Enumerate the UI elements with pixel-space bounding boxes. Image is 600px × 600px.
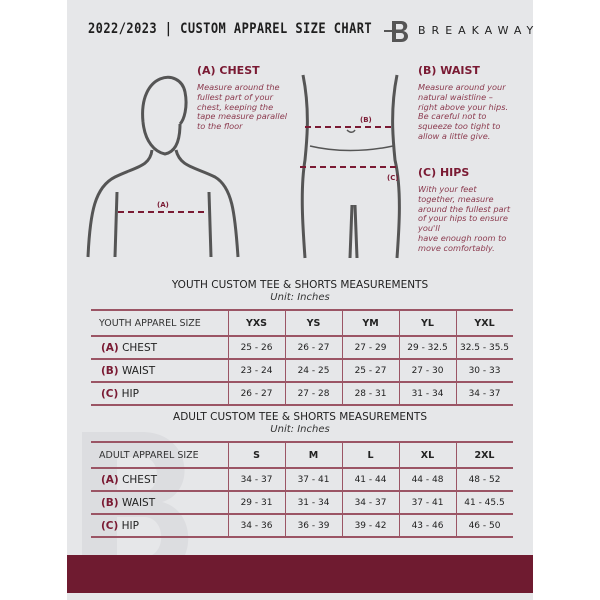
table-cell: 34 - 37 (227, 468, 285, 492)
table-cell: YOUTH APPAREL SIZE (91, 310, 228, 337)
waist-marker: (B) (360, 116, 372, 124)
brand-logo-icon (384, 21, 409, 42)
brand-name: BREAKAWAY (418, 24, 540, 37)
table-cell: 44 - 48 (398, 468, 456, 492)
table-cell: 31 - 34 (284, 491, 342, 515)
hips-marker: (C) (387, 174, 399, 182)
table-row: (B) WAIST 29 - 31 31 - 34 34 - 37 37 - 41 41… (91, 491, 513, 515)
table-cell: 23 - 24 (227, 359, 285, 383)
table-cell: YS (284, 310, 342, 337)
chest-marker: (A) (157, 201, 169, 209)
table-cell: 48 - 52 (455, 468, 513, 492)
table-cell: XL (398, 442, 456, 469)
table-cell: L (341, 442, 399, 469)
table-cell: ADULT APPAREL SIZE (91, 442, 228, 469)
hips-description: With your feet together, measure around th… (418, 184, 511, 253)
waist-description: Measure around your natural waistline – ri… (418, 82, 509, 141)
torso-figure: (B) (C) (300, 74, 401, 259)
youth-size-table: YOUTH APPAREL SIZE YXS YS YM YL YXL (A) CHES… (91, 309, 513, 406)
table-cell: 26 - 27 (227, 382, 285, 406)
table-cell: YXS (227, 310, 285, 337)
table-cell: 25 - 26 (227, 336, 285, 360)
youth-unit: Unit: Inches (270, 292, 330, 303)
table-cell: (B) WAIST (91, 359, 228, 383)
table-cell: 46 - 50 (455, 514, 513, 538)
table-cell: YM (341, 310, 399, 337)
table-cell: 39 - 42 (341, 514, 399, 538)
adult-table-title: ADULT CUSTOM TEE & SHORTS MEASUREMENTS (173, 411, 427, 423)
table-cell: (A) CHEST (91, 468, 228, 492)
table-cell: 36 - 39 (284, 514, 342, 538)
chest-heading: (A) CHEST (197, 64, 260, 77)
chest-description: Measure around the fullest part of your ch… (197, 82, 288, 132)
table-cell: M (284, 442, 342, 469)
table-row: (C) HIP 26 - 27 27 - 28 28 - 31 31 - 34 34 -… (91, 382, 513, 406)
footer-band (67, 555, 533, 593)
table-cell: 37 - 41 (284, 468, 342, 492)
table-cell: 34 - 37 (455, 382, 513, 406)
table-cell: 32.5 - 35.5 (455, 336, 513, 360)
table-cell: 27 - 29 (341, 336, 399, 360)
table-cell: 29 - 31 (227, 491, 285, 515)
table-cell: 25 - 27 (341, 359, 399, 383)
table-cell: 34 - 36 (227, 514, 285, 538)
table-header-row: YOUTH APPAREL SIZE YXS YS YM YL YXL (91, 310, 513, 337)
table-cell: 43 - 46 (398, 514, 456, 538)
table-cell: 24 - 25 (284, 359, 342, 383)
table-header-row: ADULT APPAREL SIZE S M L XL 2XL (91, 442, 513, 469)
table-cell: 34 - 37 (341, 491, 399, 515)
table-cell: S (227, 442, 285, 469)
table-cell: (A) CHEST (91, 336, 228, 360)
table-row: (C) HIP 34 - 36 36 - 39 39 - 42 43 - 46 46 -… (91, 514, 513, 538)
table-row: (A) CHEST 34 - 37 37 - 41 41 - 44 44 - 48 48… (91, 468, 513, 492)
table-cell: 27 - 28 (284, 382, 342, 406)
table-cell: 28 - 31 (341, 382, 399, 406)
adult-unit: Unit: Inches (270, 424, 330, 435)
table-cell: YXL (455, 310, 513, 337)
page-title: 2022/2023 | CUSTOM APPAREL SIZE CHART (88, 21, 373, 37)
table-cell: (C) HIP (91, 514, 228, 538)
table-cell: 26 - 27 (284, 336, 342, 360)
table-cell: 41 - 44 (341, 468, 399, 492)
table-cell: 30 - 33 (455, 359, 513, 383)
youth-table-title: YOUTH CUSTOM TEE & SHORTS MEASUREMENTS (171, 279, 429, 291)
adult-size-table: ADULT APPAREL SIZE S M L XL 2XL (A) CHEST 34… (91, 441, 513, 538)
table-cell: YL (398, 310, 456, 337)
table-cell: 41 - 45.5 (455, 491, 513, 515)
table-cell: (C) HIP (91, 382, 228, 406)
table-cell: (B) WAIST (91, 491, 228, 515)
table-cell: 31 - 34 (398, 382, 456, 406)
table-cell: 37 - 41 (398, 491, 456, 515)
table-cell: 29 - 32.5 (398, 336, 456, 360)
waist-heading: (B) WAIST (418, 64, 480, 77)
table-cell: 2XL (455, 442, 513, 469)
table-cell: 27 - 30 (398, 359, 456, 383)
table-row: (A) CHEST 25 - 26 26 - 27 27 - 29 29 - 32.5… (91, 336, 513, 360)
hips-heading: (C) HIPS (418, 166, 470, 179)
upper-body-figure: (A) (86, 75, 240, 258)
table-row: (B) WAIST 23 - 24 24 - 25 25 - 27 27 - 30 30… (91, 359, 513, 383)
